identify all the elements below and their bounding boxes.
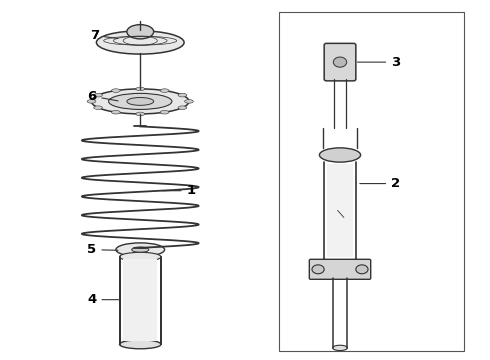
Ellipse shape: [356, 265, 368, 274]
Ellipse shape: [116, 243, 165, 256]
Ellipse shape: [136, 87, 145, 91]
Bar: [327, 164, 353, 257]
FancyBboxPatch shape: [324, 43, 356, 81]
Ellipse shape: [178, 106, 187, 109]
Ellipse shape: [94, 106, 102, 109]
Ellipse shape: [160, 89, 169, 93]
Bar: [279, 12, 464, 351]
FancyBboxPatch shape: [309, 259, 371, 279]
Ellipse shape: [132, 247, 149, 252]
Ellipse shape: [333, 345, 347, 351]
Text: 6: 6: [87, 90, 118, 103]
Text: 2: 2: [360, 177, 400, 190]
Ellipse shape: [136, 112, 145, 116]
Ellipse shape: [112, 89, 120, 93]
Text: 3: 3: [357, 55, 400, 69]
Text: 5: 5: [87, 243, 118, 256]
Ellipse shape: [127, 98, 154, 105]
Ellipse shape: [87, 100, 96, 103]
Ellipse shape: [109, 93, 172, 109]
Ellipse shape: [112, 111, 120, 114]
Ellipse shape: [333, 57, 347, 67]
Text: 7: 7: [90, 29, 118, 42]
Ellipse shape: [178, 93, 187, 97]
Ellipse shape: [127, 24, 154, 39]
Ellipse shape: [120, 252, 161, 261]
Text: 4: 4: [87, 293, 120, 306]
Ellipse shape: [97, 31, 184, 54]
Ellipse shape: [92, 89, 189, 114]
Ellipse shape: [319, 148, 361, 162]
Text: 1: 1: [163, 184, 196, 197]
Ellipse shape: [312, 265, 324, 274]
Ellipse shape: [185, 100, 194, 103]
Ellipse shape: [94, 93, 102, 97]
Ellipse shape: [160, 111, 169, 114]
Bar: [123, 258, 157, 341]
Ellipse shape: [120, 340, 161, 349]
